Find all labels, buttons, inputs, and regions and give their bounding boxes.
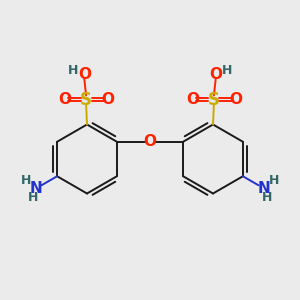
Text: O: O — [143, 134, 157, 149]
Text: S: S — [208, 91, 220, 109]
Text: O: O — [209, 67, 222, 82]
Text: O: O — [229, 92, 242, 107]
Text: H: H — [68, 64, 78, 77]
Text: O: O — [101, 92, 114, 107]
Text: H: H — [28, 191, 38, 204]
Text: H: H — [262, 191, 272, 204]
Text: S: S — [80, 91, 92, 109]
Text: O: O — [58, 92, 71, 107]
Text: H: H — [21, 174, 31, 187]
Text: O: O — [186, 92, 199, 107]
Text: N: N — [29, 181, 42, 196]
Text: O: O — [78, 67, 91, 82]
Text: H: H — [269, 174, 279, 187]
Text: N: N — [258, 181, 271, 196]
Text: H: H — [222, 64, 232, 77]
